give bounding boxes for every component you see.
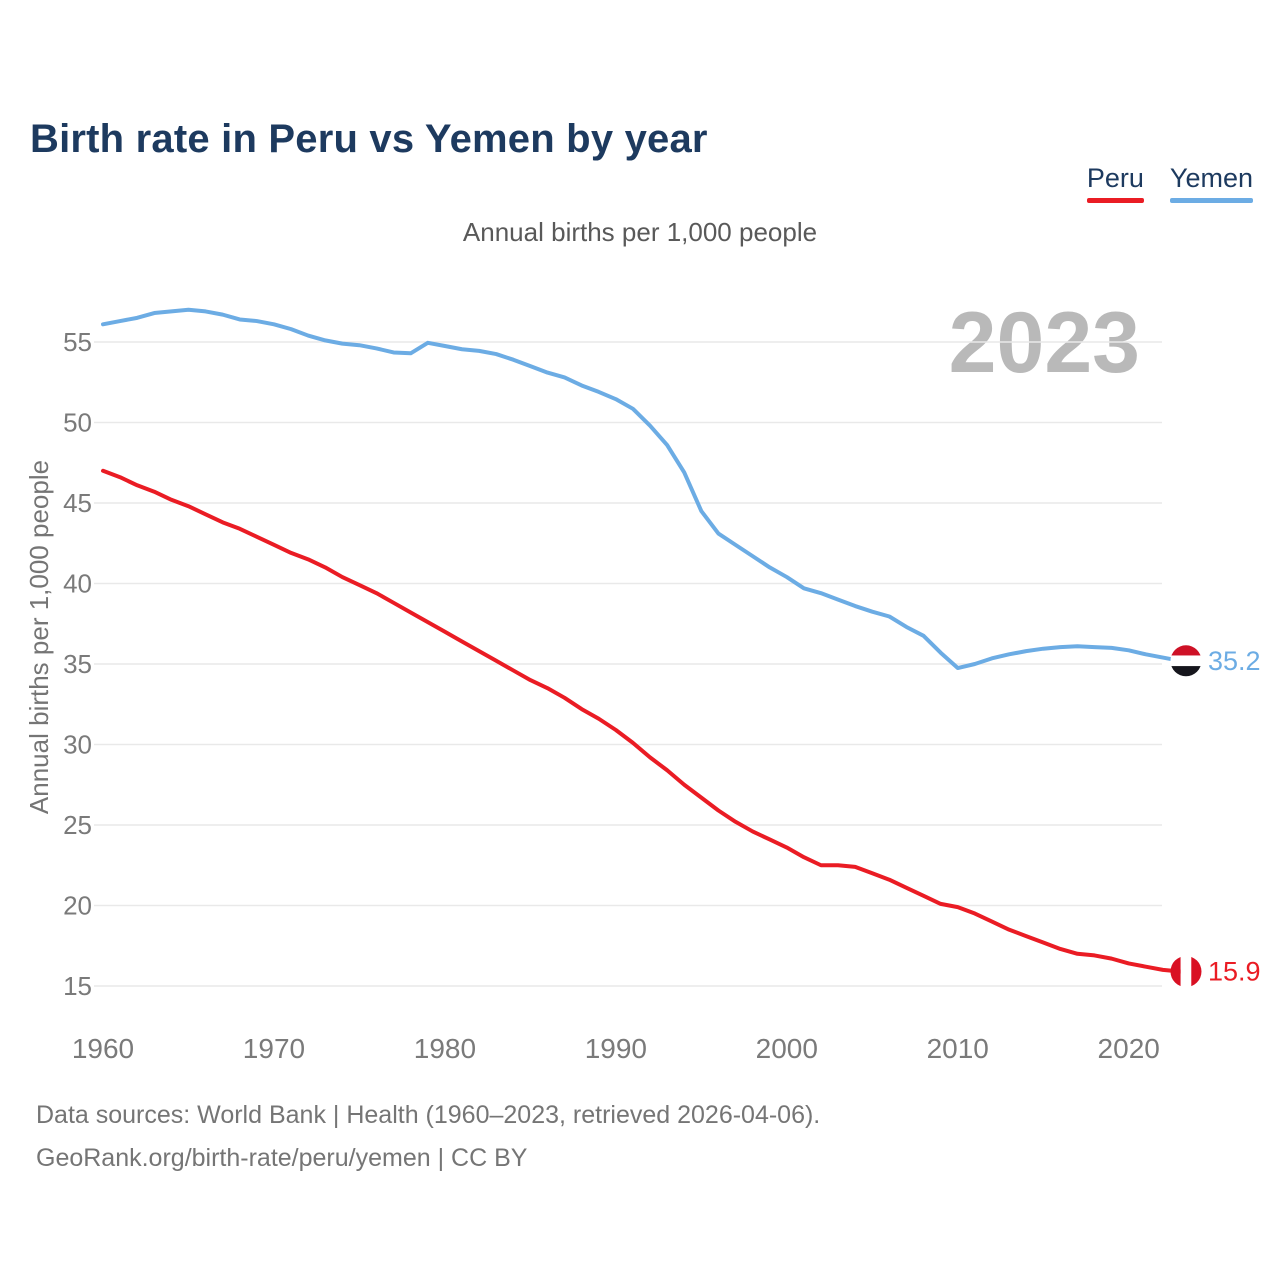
x-tick-label: 2000 — [756, 1033, 818, 1064]
legend-label-peru: Peru — [1086, 163, 1144, 193]
year-watermark: 2023 — [949, 295, 1140, 391]
y-tick-label: 35 — [63, 649, 92, 679]
y-tick-label: 15 — [63, 971, 92, 1001]
footer-attribution-line: GeoRank.org/birth-rate/peru/yemen | CC B… — [36, 1143, 528, 1172]
gridlines — [94, 341, 1162, 987]
y-tick-label: 55 — [63, 327, 92, 357]
legend-swatch-yemen — [1169, 198, 1253, 203]
x-tick-label: 1990 — [585, 1033, 647, 1064]
y-tick-labels: 15 20 25 30 35 40 45 50 55 — [63, 327, 92, 1001]
peru-end-value-label: 15.9 — [1208, 957, 1261, 987]
y-tick-label: 30 — [63, 730, 92, 760]
footer-sources-line: Data sources: World Bank | Health (1960–… — [36, 1101, 821, 1129]
yemen-end-value-label: 35.2 — [1208, 646, 1261, 676]
legend-label-yemen: Yemen — [1169, 163, 1253, 193]
x-tick-label: 2020 — [1098, 1033, 1160, 1064]
x-tick-label: 2010 — [927, 1033, 989, 1064]
peru-series-line[interactable] — [101, 468, 1182, 974]
x-tick-label: 1970 — [243, 1033, 305, 1064]
peru-flag-icon — [1170, 956, 1202, 988]
legend-swatch-peru — [1086, 198, 1144, 203]
y-tick-label: 40 — [63, 569, 92, 599]
page-title: Birth rate in Peru vs Yemen by year — [30, 116, 708, 161]
yemen-series-line[interactable] — [101, 307, 1182, 671]
chart-subtitle: Annual births per 1,000 people — [462, 217, 818, 247]
legend-item-peru[interactable]: Peru — [1086, 163, 1144, 203]
x-tick-label: 1980 — [414, 1033, 476, 1064]
y-axis-title: Annual births per 1,000 people — [24, 460, 54, 814]
y-tick-label: 45 — [63, 488, 92, 518]
legend-item-yemen[interactable]: Yemen — [1169, 163, 1253, 203]
legend: Peru Yemen — [1086, 163, 1253, 203]
footer: Data sources: World Bank | Health (1960–… — [36, 1094, 1236, 1179]
y-tick-label: 20 — [63, 891, 92, 921]
x-tick-labels: 1960 1970 1980 1990 2000 2010 2020 — [72, 1033, 1160, 1064]
y-tick-label: 50 — [63, 408, 92, 438]
x-tick-label: 1960 — [72, 1033, 134, 1064]
y-tick-label: 25 — [63, 810, 92, 840]
yemen-flag-icon — [1170, 645, 1202, 677]
